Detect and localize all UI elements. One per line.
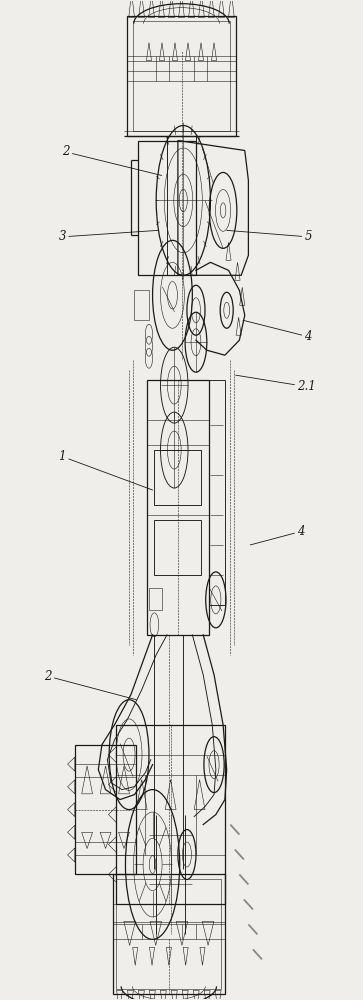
Text: 5: 5 [227, 230, 312, 243]
Bar [154, 450, 201, 505]
Text: 4: 4 [250, 525, 305, 545]
Bar [209, 380, 225, 605]
Bar [117, 725, 225, 904]
Bar [133, 21, 230, 131]
Bar [149, 588, 162, 610]
Bar [154, 520, 201, 575]
Bar [134, 290, 149, 320]
Text: 4: 4 [243, 320, 312, 343]
Text: 3: 3 [58, 230, 158, 243]
Bar [75, 745, 136, 874]
Bar [138, 140, 196, 275]
Text: 1: 1 [58, 450, 152, 490]
Bar [113, 874, 225, 994]
Bar [127, 16, 236, 136]
Text: 2: 2 [62, 145, 162, 175]
Bar [147, 380, 209, 635]
Bar [117, 879, 221, 989]
Text: 2: 2 [44, 670, 136, 700]
Text: 2.1: 2.1 [236, 375, 316, 393]
